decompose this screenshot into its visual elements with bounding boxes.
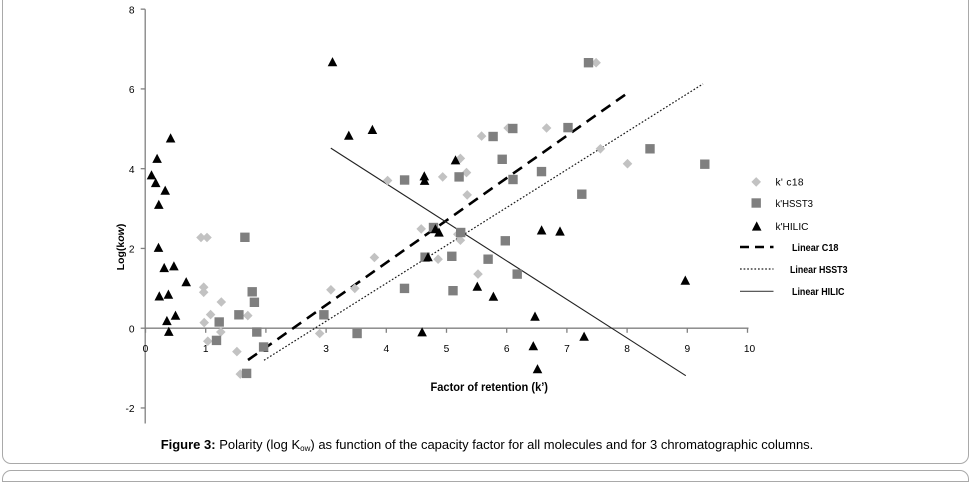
svg-text:-2: -2 [125, 404, 134, 415]
svg-text:4: 4 [383, 344, 389, 355]
svg-text:1: 1 [203, 344, 209, 355]
svg-text:Factor of retention (k’): Factor of retention (k’) [431, 382, 549, 394]
svg-text:2: 2 [129, 245, 135, 256]
svg-text:k'HSST3: k'HSST3 [776, 199, 814, 210]
svg-text:7: 7 [564, 344, 570, 355]
svg-text:6: 6 [504, 344, 510, 355]
svg-text:4: 4 [129, 165, 135, 176]
svg-text:Linear C18: Linear C18 [792, 242, 839, 254]
svg-text:Figure 3: Polarity (log Kow) a: Figure 3: Polarity (log Kow) as function… [161, 437, 814, 453]
svg-text:3: 3 [323, 344, 329, 355]
svg-text:5: 5 [444, 344, 450, 355]
svg-text:8: 8 [624, 344, 630, 355]
svg-text:6: 6 [129, 85, 135, 96]
svg-text:8: 8 [129, 5, 135, 16]
svg-text:Linear HILIC: Linear HILIC [792, 286, 845, 298]
svg-text:Linear HSST3: Linear HSST3 [790, 264, 848, 276]
svg-text:9: 9 [684, 344, 690, 355]
svg-text:Log(kow): Log(kow) [115, 224, 127, 271]
svg-text:0: 0 [129, 324, 135, 335]
svg-text:0: 0 [143, 344, 149, 355]
svg-text:k' c18: k' c18 [776, 178, 804, 189]
svg-text:k'HILIC: k'HILIC [776, 222, 809, 233]
svg-text:10: 10 [744, 344, 756, 355]
